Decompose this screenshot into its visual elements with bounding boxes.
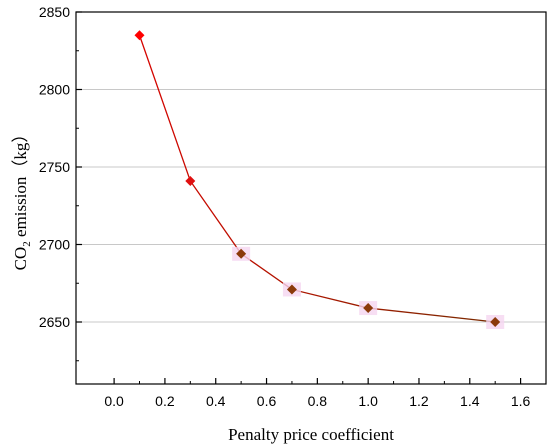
x-axis-label: Penalty price coefficient <box>228 425 394 444</box>
y-axis-label-subscript: 2 <box>21 241 33 247</box>
x-tick-label: 0.6 <box>257 393 277 409</box>
tick-labels: 2650 2700 2750 2800 2850 0.0 0.2 0.4 0.6 0.8 1.0 1.… <box>39 4 531 409</box>
y-axis-label-suffix: emission（kg） <box>11 126 30 242</box>
y-tick-label: 2700 <box>39 237 70 253</box>
data-point <box>363 303 374 314</box>
ticks <box>76 11 522 384</box>
data-point <box>185 175 196 186</box>
x-tick-label: 1.2 <box>409 393 429 409</box>
data-point <box>134 30 145 41</box>
data-series <box>134 30 505 329</box>
y-tick-label: 2650 <box>39 314 70 330</box>
data-point <box>490 317 501 327</box>
y-tick-label: 2800 <box>39 82 70 98</box>
y-tick-label: 2750 <box>39 159 70 175</box>
series-line <box>138 35 496 323</box>
y-tick-label: 2850 <box>39 4 70 20</box>
x-tick-label: 1.4 <box>460 393 480 409</box>
y-axis-label: CO2 emission（kg） <box>11 126 33 271</box>
x-tick-label: 1.0 <box>358 393 378 409</box>
y-axis-label-prefix: CO <box>11 247 30 271</box>
x-tick-label: 0.8 <box>308 393 328 409</box>
data-point <box>236 248 247 259</box>
x-tick-label: 1.6 <box>511 393 531 409</box>
plot-frame <box>75 11 547 385</box>
x-tick-label: 0.2 <box>155 393 175 409</box>
x-tick-label: 0.0 <box>104 393 124 409</box>
data-point <box>286 284 297 295</box>
axes <box>75 11 547 385</box>
x-tick-label: 0.4 <box>206 393 226 409</box>
grid-lines <box>76 89 546 323</box>
